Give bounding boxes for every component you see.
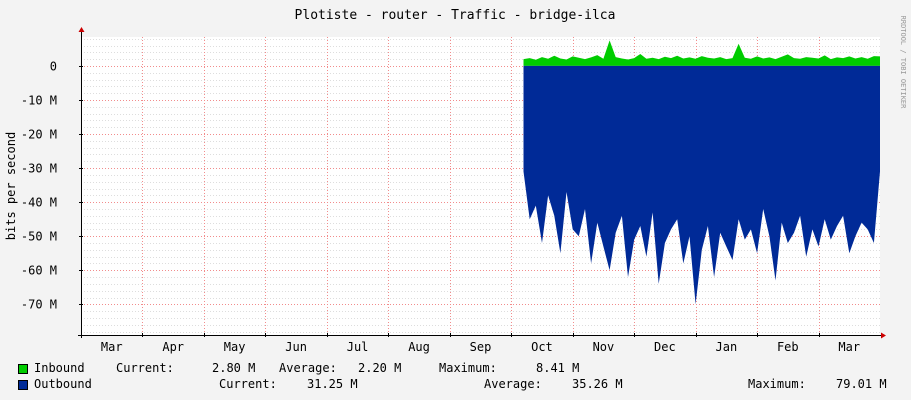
x-tick-label: Feb bbox=[777, 340, 799, 354]
y-tick-label: -50 M bbox=[21, 230, 57, 244]
x-tick-label: Jan bbox=[716, 340, 738, 354]
inbound-current-label: Current: bbox=[116, 361, 174, 375]
legend-row-outbound: Outbound Current: 31.25 M Average: 35.26… bbox=[0, 377, 911, 393]
x-tick-label: Sep bbox=[470, 340, 492, 354]
outbound-label: Outbound bbox=[34, 377, 92, 391]
data-layer bbox=[523, 40, 880, 305]
inbound-current-value: 2.80 M bbox=[212, 361, 256, 375]
x-axis-arrow-icon bbox=[881, 332, 886, 339]
inbound-average-value: 2.20 M bbox=[358, 361, 402, 375]
x-tick-label: Mar bbox=[101, 340, 123, 354]
y-axis-arrow-icon bbox=[78, 27, 85, 32]
traffic-chart: 0 -10 M -20 M -30 M -40 M -50 M -60 M -70 M Mar A… bbox=[4, 8, 907, 354]
x-tick-label: Jul bbox=[347, 340, 369, 354]
outbound-average-value: 35.26 M bbox=[572, 377, 623, 391]
x-tick-label: Mar bbox=[838, 340, 860, 354]
chart-title: Plotiste - router - Traffic - bridge-ilc… bbox=[295, 8, 616, 23]
y-tick-label: -60 M bbox=[21, 264, 57, 278]
outbound-maximum-label: Maximum: bbox=[748, 377, 806, 391]
x-tick-label: Aug bbox=[408, 340, 430, 354]
inbound-maximum-label: Maximum: bbox=[439, 361, 497, 375]
inbound-label: Inbound bbox=[34, 361, 85, 375]
y-tick-label: -10 M bbox=[21, 94, 57, 108]
outbound-maximum-value: 79.01 M bbox=[836, 377, 887, 391]
outbound-current-label: Current: bbox=[219, 377, 277, 391]
watermark: RRDTOOL / TOBI OETIKER bbox=[899, 16, 907, 110]
x-tick-label: Nov bbox=[593, 340, 615, 354]
x-tick-label: Dec bbox=[654, 340, 676, 354]
y-tick-label: -70 M bbox=[21, 298, 57, 312]
x-tick-label: Jun bbox=[285, 340, 307, 354]
y-tick-label: -40 M bbox=[21, 196, 57, 210]
legend: Inbound Current: 2.80 M Average: 2.20 M … bbox=[0, 358, 911, 400]
inbound-swatch bbox=[18, 364, 28, 374]
outbound-current-value: 31.25 M bbox=[307, 377, 358, 391]
y-axis-label: bits per second bbox=[4, 132, 18, 240]
y-tick-label: -30 M bbox=[21, 162, 57, 176]
outbound-average-label: Average: bbox=[484, 377, 542, 391]
series-outbound-area bbox=[523, 65, 880, 305]
x-tick-label: Oct bbox=[531, 340, 553, 354]
inbound-average-label: Average: bbox=[279, 361, 337, 375]
legend-row-inbound: Inbound Current: 2.80 M Average: 2.20 M … bbox=[0, 361, 911, 377]
outbound-swatch bbox=[18, 380, 28, 390]
series-inbound-area bbox=[523, 40, 880, 66]
axes: 0 -10 M -20 M -30 M -40 M -50 M -60 M -70 M Mar A… bbox=[21, 27, 886, 354]
x-tick-label: Apr bbox=[162, 340, 184, 354]
x-tick-label: May bbox=[224, 340, 246, 354]
grid bbox=[81, 37, 880, 335]
y-tick-label: 0 bbox=[50, 60, 57, 74]
inbound-maximum-value: 8.41 M bbox=[536, 361, 580, 375]
y-tick-label: -20 M bbox=[21, 128, 57, 142]
